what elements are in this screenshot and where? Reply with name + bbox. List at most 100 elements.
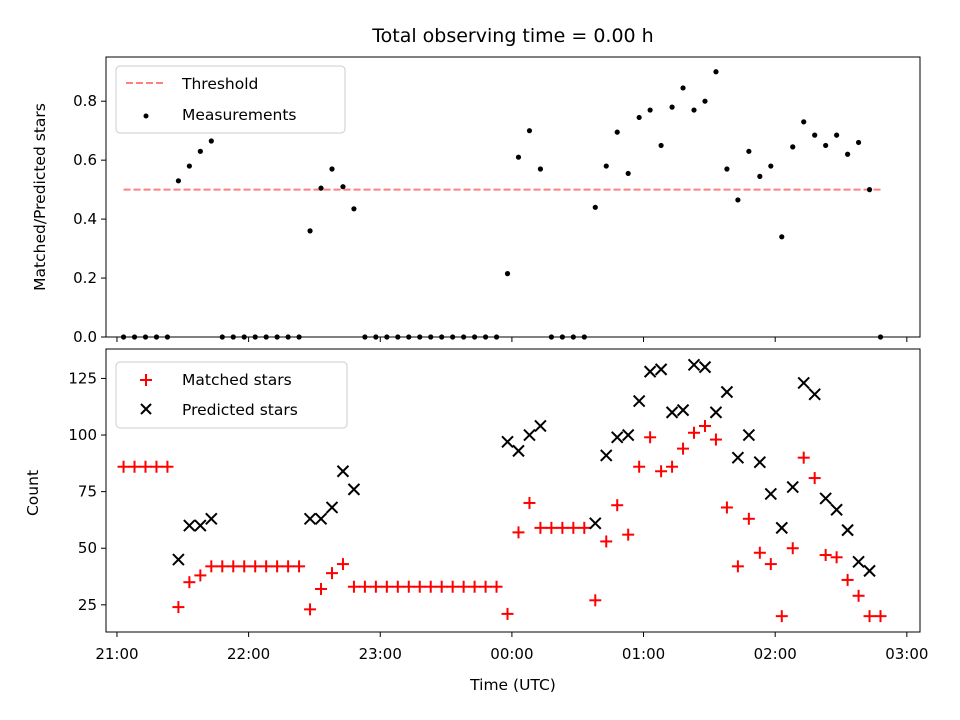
matched-star-point [786, 542, 799, 555]
matched-star-point [369, 580, 382, 593]
predicted-star-point [665, 406, 679, 419]
matched-star-point [852, 589, 865, 602]
predicted-star-point [786, 480, 799, 494]
measurement-point [757, 173, 763, 179]
bottom-legend: Matched stars Predicted stars [115, 361, 348, 429]
matched-star-point [720, 501, 733, 514]
chart-title: Total observing time = 0.00 h [371, 25, 653, 47]
matched-star-point [413, 580, 426, 593]
predicted-star-point [589, 517, 602, 530]
predicted-star-point [720, 385, 734, 399]
matched-star-point [578, 521, 591, 534]
predicted-star-point [808, 388, 821, 401]
matched-star-point [380, 580, 393, 593]
matched-star-point [271, 560, 284, 573]
predicted-star-point [742, 428, 756, 442]
measurement-point [801, 119, 807, 125]
predicted-star-point [183, 519, 196, 532]
legend-predicted-swatch [140, 403, 152, 415]
matched-star-point [863, 610, 876, 623]
predicted-star-point [611, 431, 624, 444]
matched-star-point [633, 460, 646, 473]
matched-star-point [128, 460, 141, 473]
measurement-point [307, 228, 313, 234]
measurement-point [812, 132, 818, 138]
matched-star-point [644, 431, 657, 444]
measurement-point [702, 98, 708, 104]
top-y-axis-label: Matched/Predicted stars [31, 103, 49, 291]
legend-threshold-label: Threshold [181, 75, 258, 93]
matched-star-point [819, 549, 832, 562]
predicted-star-point [654, 363, 668, 376]
predicted-star-point [698, 360, 712, 374]
x-tick-label: 00:00 [490, 645, 533, 663]
matched-star-point [688, 426, 701, 439]
predicted-star-point [775, 521, 788, 535]
predicted-star-point [600, 449, 613, 462]
predicted-star-point [830, 503, 843, 516]
matched-star-point [315, 582, 328, 595]
matched-star-point [347, 580, 360, 593]
bottom-axes: 25 50 75 100 125 21:00 22:00 23:00 00:00 01:00 02:… [68, 348, 928, 663]
matched-star-point [666, 460, 679, 473]
measurement-point [186, 163, 192, 169]
bottom-y-tick-label: 50 [78, 539, 97, 557]
matched-star-point [150, 460, 163, 473]
measurement-point [768, 163, 774, 169]
matched-star-point [282, 560, 295, 573]
x-tick-label: 21:00 [95, 645, 138, 663]
matched-star-point [117, 460, 130, 473]
matched-star-point [567, 521, 580, 534]
predicted-star-point [523, 428, 536, 442]
matched-star-point [227, 560, 240, 573]
top-y-tick-label: 0.2 [73, 269, 97, 287]
predicted-star-point [314, 512, 328, 526]
predicted-star-point [797, 376, 810, 390]
measurement-point [735, 197, 741, 203]
predicted-star-point [863, 564, 876, 578]
measurement-point [329, 166, 335, 172]
measurement-point [504, 271, 511, 277]
measurement-point [340, 184, 346, 190]
measurement-point [592, 204, 598, 210]
measurement-point [746, 148, 752, 154]
matched-star-point [731, 560, 744, 573]
measurement-point [351, 206, 357, 212]
x-tick-label: 03:00 [885, 645, 928, 663]
bottom-marks [117, 358, 887, 623]
matched-star-point [391, 580, 404, 593]
matched-star-point [457, 580, 470, 593]
legend-predicted-label: Predicted stars [182, 401, 298, 419]
predicted-star-point [643, 365, 657, 378]
matched-star-point [336, 558, 349, 571]
matched-star-point [556, 521, 569, 534]
measurement-point [724, 166, 730, 172]
measurement-point [526, 128, 533, 134]
bottom-y-axis-label: Count [24, 470, 42, 516]
measurement-point [855, 139, 862, 146]
bottom-y-tick-label: 125 [68, 369, 97, 387]
top-y-tick-label: 0.8 [73, 92, 97, 110]
matched-star-point [468, 580, 481, 593]
predicted-star-point [676, 403, 690, 417]
matched-star-point [830, 551, 843, 564]
matched-star-point [622, 528, 635, 541]
matched-star-point [501, 607, 514, 620]
measurement-point [713, 69, 719, 75]
measurement-point [844, 151, 851, 157]
top-axes-frame [105, 56, 921, 338]
matched-star-point [523, 496, 536, 509]
matched-star-point [238, 560, 251, 573]
measurement-point [823, 142, 829, 149]
legend-matched-swatch [140, 374, 152, 386]
predicted-star-point [501, 435, 514, 449]
matched-star-point [139, 460, 152, 473]
matched-star-point [545, 521, 558, 534]
predicted-star-point [205, 512, 218, 526]
matched-star-point [249, 560, 262, 573]
matched-star-point [216, 560, 229, 573]
predicted-star-point [709, 406, 723, 419]
predicted-star-point [347, 483, 361, 496]
matched-star-point [742, 512, 755, 525]
